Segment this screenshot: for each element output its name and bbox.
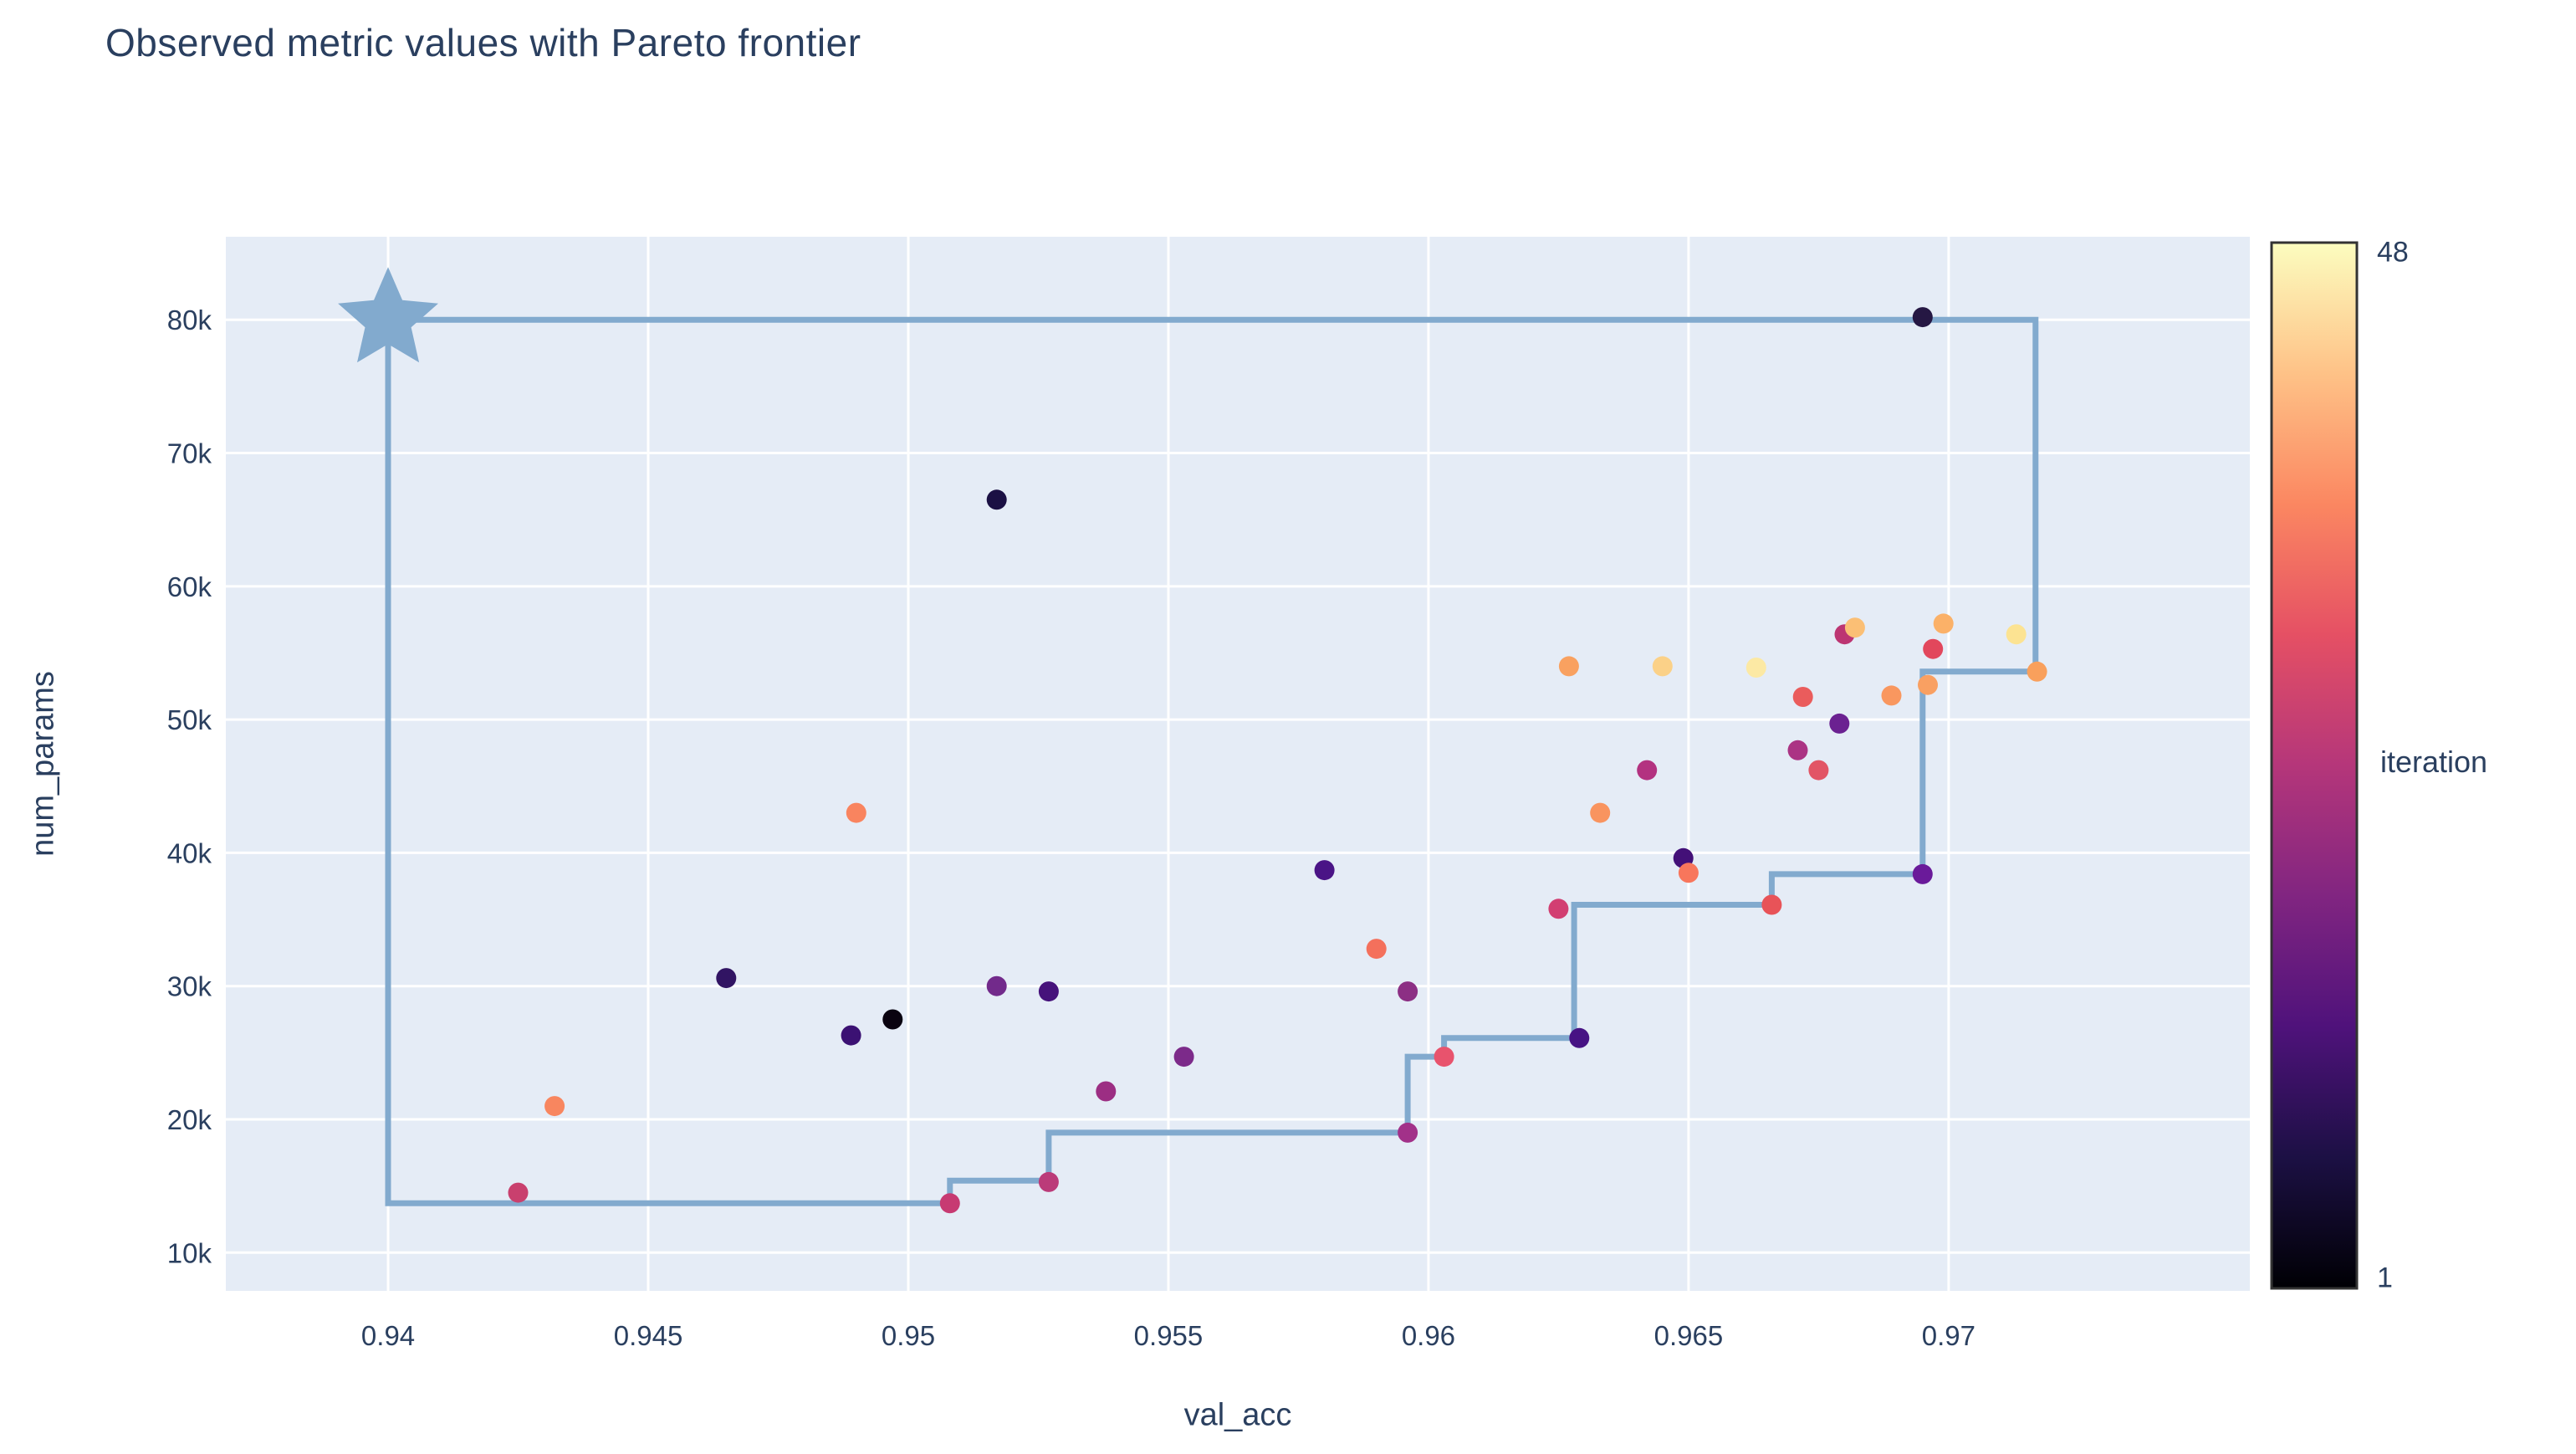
scatter-point-23[interactable] (1652, 656, 1673, 677)
plot-background (226, 237, 2250, 1291)
scatter-point-37[interactable] (1918, 674, 1938, 695)
y-axis-title: num_params (25, 671, 61, 857)
page-title: Observed metric values with Pareto front… (105, 21, 861, 64)
x-tick-label: 0.965 (1654, 1320, 1724, 1351)
scatter-point-29[interactable] (1792, 687, 1813, 707)
scatter-point-10[interactable] (1038, 1171, 1059, 1192)
scatter-point-28[interactable] (1787, 740, 1808, 760)
scatter-points-layer[interactable] (508, 307, 2047, 1214)
scatter-point-20[interactable] (1569, 1027, 1590, 1048)
scatter-point-8[interactable] (986, 975, 1007, 996)
scatter-point-3[interactable] (841, 1025, 861, 1046)
x-axis-title: val_acc (1183, 1397, 1292, 1433)
scatter-point-31[interactable] (1829, 713, 1850, 734)
scatter-point-36[interactable] (1912, 863, 1933, 884)
scatter-point-16[interactable] (1398, 1122, 1418, 1143)
scatter-point-39[interactable] (1933, 613, 1954, 634)
scatter-point-4[interactable] (846, 802, 866, 823)
scatter-point-19[interactable] (1558, 656, 1579, 677)
scatter-point-17[interactable] (1434, 1047, 1454, 1067)
scatter-point-6[interactable] (939, 1193, 960, 1214)
x-tick-label: 0.94 (361, 1320, 415, 1351)
pareto-frontier-line (385, 316, 2039, 1206)
x-tick-label: 0.955 (1134, 1320, 1204, 1351)
y-tick-label: 80k (167, 305, 212, 335)
colorbar-max-label: 48 (2377, 236, 2409, 269)
scatter-point-26[interactable] (1745, 658, 1766, 678)
plot-background-rect (226, 237, 2250, 1291)
colorbar-gradient (2270, 241, 2359, 1290)
y-tick-label: 10k (167, 1237, 212, 1268)
y-tick-label: 60k (167, 571, 212, 602)
scatter-point-40[interactable] (2006, 624, 2027, 645)
pareto-frontier (338, 267, 2039, 1206)
y-tick-label: 70k (167, 438, 212, 469)
x-tick-label: 0.945 (614, 1320, 683, 1351)
x-tick-label: 0.96 (1402, 1320, 1455, 1351)
scatter-point-25[interactable] (1678, 863, 1699, 883)
scatter-point-2[interactable] (716, 968, 737, 989)
scatter-point-18[interactable] (1548, 899, 1569, 919)
scatter-point-21[interactable] (1590, 802, 1611, 823)
scatter-point-22[interactable] (1637, 760, 1658, 781)
y-tick-label: 30k (167, 971, 212, 1002)
colorbar-min-label: 1 (2377, 1262, 2393, 1294)
scatter-point-15[interactable] (1398, 981, 1418, 1002)
pareto-star-marker (338, 267, 438, 363)
scatter-point-38[interactable] (1923, 638, 1944, 659)
scatter-point-14[interactable] (1366, 939, 1387, 960)
scatter-point-0[interactable] (508, 1182, 529, 1203)
scatter-point-30[interactable] (1808, 760, 1829, 781)
scatter-point-1[interactable] (544, 1096, 565, 1117)
scatter-point-5[interactable] (882, 1009, 903, 1030)
x-tick-label: 0.97 (1922, 1320, 1975, 1351)
colorbar (2270, 241, 2359, 1290)
y-tick-label: 20k (167, 1104, 212, 1135)
scatter-point-13[interactable] (1314, 860, 1335, 881)
scatter-point-7[interactable] (986, 489, 1007, 510)
scatter-point-12[interactable] (1173, 1047, 1194, 1067)
scatter-point-33[interactable] (1844, 617, 1865, 638)
scatter-point-9[interactable] (1038, 981, 1059, 1002)
scatter-point-34[interactable] (1881, 685, 1902, 706)
scatter-point-27[interactable] (1761, 894, 1782, 915)
colorbar-title: iteration (2380, 745, 2488, 779)
scatter-point-35[interactable] (1912, 307, 1933, 328)
y-tick-label: 50k (167, 704, 212, 735)
y-tick-label: 40k (167, 837, 212, 868)
scatter-point-41[interactable] (2027, 661, 2047, 682)
tick-labels: 0.94 0.945 0.95 0.955 0.96 0.965 0.97 10k 20k 30k… (167, 305, 1975, 1351)
scatter-point-11[interactable] (1096, 1081, 1117, 1102)
x-tick-label: 0.95 (882, 1320, 935, 1351)
